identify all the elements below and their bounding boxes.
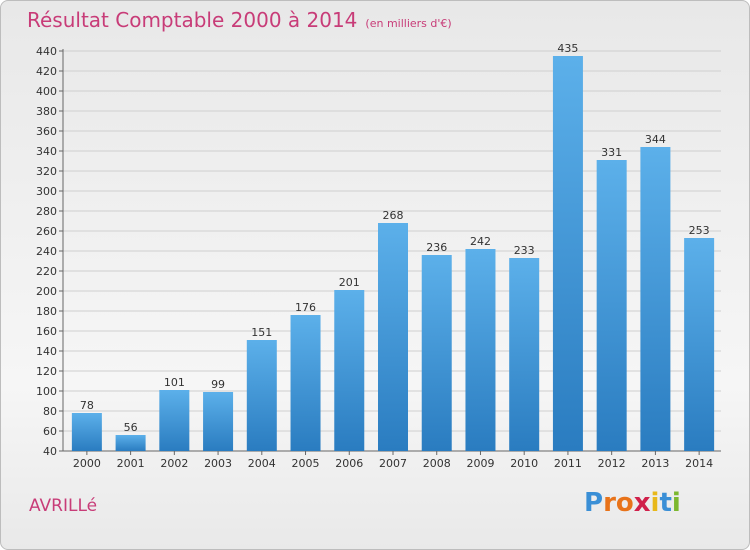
bar-2004 bbox=[246, 340, 277, 451]
bar-value-label: 151 bbox=[251, 326, 272, 339]
bar-value-label: 242 bbox=[470, 235, 491, 248]
bar-2007 bbox=[378, 223, 408, 451]
bar-value-label: 253 bbox=[689, 224, 710, 237]
y-tick-label: 380 bbox=[36, 105, 57, 118]
proxiti-logo[interactable]: Proxiti bbox=[584, 488, 681, 518]
y-tick-label: 320 bbox=[36, 165, 57, 178]
x-tick-label: 2004 bbox=[248, 457, 276, 470]
x-tick-label: 2006 bbox=[335, 457, 363, 470]
y-tick-label: 420 bbox=[36, 65, 57, 78]
y-tick-label: 80 bbox=[43, 405, 57, 418]
logo-letter: t bbox=[659, 488, 672, 518]
y-tick-label: 200 bbox=[36, 285, 57, 298]
x-tick-label: 2002 bbox=[160, 457, 188, 470]
y-tick-label: 120 bbox=[36, 365, 57, 378]
logo-letter: o bbox=[615, 488, 634, 518]
bar-value-label: 344 bbox=[645, 133, 666, 146]
chart-title: Résultat Comptable 2000 à 2014 (en millie… bbox=[27, 8, 452, 32]
x-tick-label: 2007 bbox=[379, 457, 407, 470]
bar-value-label: 99 bbox=[211, 378, 225, 391]
bar-2010 bbox=[509, 258, 540, 451]
bar-2008 bbox=[421, 255, 452, 451]
bar-2012 bbox=[596, 160, 627, 451]
y-tick-label: 160 bbox=[36, 325, 57, 338]
x-tick-label: 2011 bbox=[554, 457, 582, 470]
bar-2001 bbox=[115, 435, 146, 451]
x-tick-label: 2003 bbox=[204, 457, 232, 470]
bar-value-label: 268 bbox=[383, 209, 404, 222]
bar-value-label: 435 bbox=[557, 42, 578, 55]
y-tick-label: 400 bbox=[36, 85, 57, 98]
bars bbox=[71, 56, 715, 451]
y-tick-label: 220 bbox=[36, 265, 57, 278]
y-tick-label: 300 bbox=[36, 185, 57, 198]
logo-letter: r bbox=[603, 488, 616, 518]
y-tick-label: 100 bbox=[36, 385, 57, 398]
x-tick-label: 2009 bbox=[466, 457, 494, 470]
y-tick-label: 180 bbox=[36, 305, 57, 318]
x-tick-label: 2005 bbox=[292, 457, 320, 470]
chart-subtitle: (en milliers d'€) bbox=[365, 17, 452, 30]
y-tick-label: 280 bbox=[36, 205, 57, 218]
bar-value-label: 236 bbox=[426, 241, 447, 254]
bar-2002 bbox=[159, 390, 190, 451]
y-axis-ticks: 40 60 80 100 120 140 160 180 200 220 240 260 280 300 3… bbox=[36, 45, 63, 458]
x-tick-label: 2013 bbox=[641, 457, 669, 470]
x-tick-label: 2008 bbox=[423, 457, 451, 470]
y-tick-label: 140 bbox=[36, 345, 57, 358]
x-tick-label: 2014 bbox=[685, 457, 713, 470]
logo-letter: i bbox=[650, 488, 660, 518]
y-tick-label: 260 bbox=[36, 225, 57, 238]
logo-letter: P bbox=[584, 488, 604, 518]
y-tick-label: 60 bbox=[43, 425, 57, 438]
bar-value-label: 233 bbox=[514, 244, 535, 257]
bar-value-label: 56 bbox=[124, 421, 138, 434]
x-tick-label: 2010 bbox=[510, 457, 538, 470]
bar-value-label: 176 bbox=[295, 301, 316, 314]
x-tick-label: 2001 bbox=[117, 457, 145, 470]
logo-letter: i bbox=[671, 488, 681, 518]
x-tick-label: 2012 bbox=[598, 457, 626, 470]
x-axis-ticks: 2000 2001 2002 2003 2004 2005 2006 2007 2008 2009… bbox=[73, 451, 713, 470]
bar-value-label: 201 bbox=[339, 276, 360, 289]
bar-2006 bbox=[334, 290, 365, 451]
bar-value-label: 101 bbox=[164, 376, 185, 389]
bar-value-label: 331 bbox=[601, 146, 622, 159]
y-tick-label: 440 bbox=[36, 45, 57, 58]
bar-2000 bbox=[71, 413, 102, 451]
bar-2003 bbox=[203, 392, 234, 451]
y-tick-label: 340 bbox=[36, 145, 57, 158]
y-tick-label: 240 bbox=[36, 245, 57, 258]
bar-2014 bbox=[684, 238, 715, 451]
x-tick-label: 2000 bbox=[73, 457, 101, 470]
logo-letter: x bbox=[633, 488, 651, 518]
bar-2009 bbox=[465, 249, 496, 451]
bar-labels: 78 56 101 99 151 176 201 268 236 242 233 435 331 344 2… bbox=[80, 42, 710, 434]
bar-2005 bbox=[290, 315, 321, 451]
chart-title-text: Résultat Comptable 2000 à 2014 bbox=[27, 8, 358, 32]
bar-value-label: 78 bbox=[80, 399, 94, 412]
bar-2013 bbox=[640, 147, 671, 451]
bar-2011 bbox=[552, 56, 583, 451]
y-tick-label: 40 bbox=[43, 445, 57, 458]
y-tick-label: 360 bbox=[36, 125, 57, 138]
city-name: AVRILLé bbox=[29, 496, 98, 516]
